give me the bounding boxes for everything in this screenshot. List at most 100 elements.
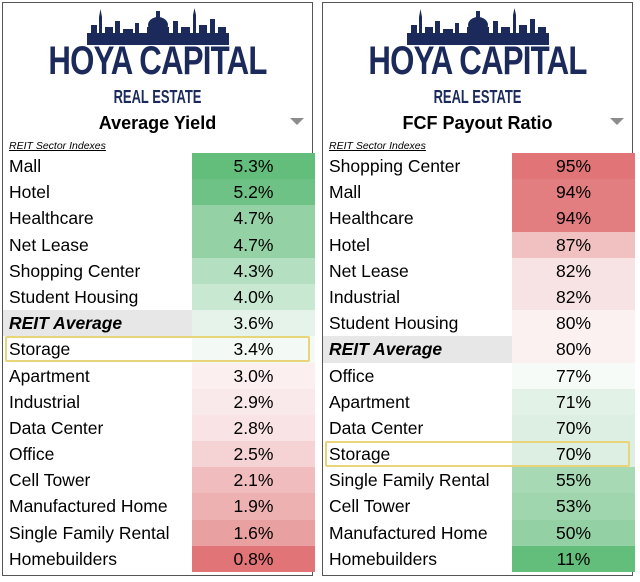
- sector-value: 5.2%: [192, 179, 315, 206]
- brand-subtitle: REAL ESTATE: [433, 87, 522, 107]
- sector-value: 2.1%: [192, 467, 315, 494]
- sector-label: Office: [9, 444, 55, 465]
- sector-indexes-caption: REIT Sector Indexes: [9, 140, 106, 152]
- table-row: Cell Tower 2.1%: [3, 467, 315, 494]
- sector-label: Single Family Rental: [9, 522, 170, 543]
- sector-label: Apartment: [9, 365, 90, 386]
- sector-value: 4.7%: [192, 205, 315, 232]
- sector-label: REIT Average: [329, 339, 443, 360]
- sector-label: Healthcare: [9, 208, 94, 229]
- table-row: Manufactured Home 50%: [323, 519, 635, 546]
- table-row: Office 77%: [323, 362, 635, 389]
- sector-label: Homebuilders: [329, 548, 437, 569]
- sector-value: 77%: [512, 362, 635, 389]
- panel-title: Average Yield: [98, 113, 217, 133]
- sector-value: 5.3%: [192, 153, 315, 180]
- sector-label: Healthcare: [329, 208, 414, 229]
- table-row: Storage 3.4%: [3, 336, 315, 363]
- sector-label: Industrial: [329, 286, 401, 307]
- sector-value: 2.8%: [192, 414, 315, 442]
- table-row: Data Center 2.8%: [3, 414, 315, 442]
- table-row: Homebuilders 0.8%: [3, 545, 315, 572]
- sector-label: Shopping Center: [9, 260, 141, 281]
- sector-value: 80%: [512, 310, 635, 337]
- sector-label: Single Family Rental: [329, 470, 490, 491]
- sector-label: Student Housing: [329, 313, 459, 334]
- table-row: Single Family Rental 1.6%: [3, 519, 315, 546]
- sector-value: 1.6%: [192, 519, 315, 546]
- sector-value: 3.6%: [192, 310, 315, 337]
- sector-label: Cell Tower: [9, 470, 91, 491]
- hoya-capital-logo: HOYA CAPITAL REAL ESTATE: [3, 7, 312, 109]
- payout-table: Shopping Center 95% Mall 94% Healthcare 94% Ho…: [323, 153, 635, 572]
- sector-value: 82%: [512, 257, 635, 284]
- sector-label: Data Center: [9, 417, 104, 438]
- brand-subtitle: REAL ESTATE: [113, 87, 202, 107]
- sector-label: Mall: [9, 156, 42, 176]
- table-row: Apartment 3.0%: [3, 362, 315, 389]
- sector-value: 94%: [512, 179, 635, 206]
- city-skyline-icon: [406, 8, 549, 45]
- table-row: Net Lease 82%: [323, 257, 635, 284]
- table-row: Mall 94%: [323, 179, 635, 206]
- dropdown-arrow-icon[interactable]: [290, 118, 304, 125]
- sector-value: 3.0%: [192, 362, 315, 389]
- table-row: Industrial 2.9%: [3, 388, 315, 415]
- sector-label: Hotel: [9, 182, 50, 203]
- sector-value: 11%: [512, 545, 635, 572]
- sector-label: Storage: [9, 339, 71, 360]
- sector-value: 55%: [512, 467, 635, 494]
- table-row: Homebuilders 11%: [323, 545, 635, 572]
- table-row: Student Housing 4.0%: [3, 283, 315, 311]
- sector-label: REIT Average: [9, 313, 123, 334]
- table-row: Hotel 5.2%: [3, 179, 315, 206]
- sector-value: 82%: [512, 283, 635, 311]
- table-row: Healthcare 4.7%: [3, 205, 315, 232]
- sector-label: Net Lease: [329, 260, 409, 281]
- table-row: REIT Average 3.6%: [3, 310, 315, 337]
- table-row: Student Housing 80%: [323, 310, 635, 337]
- sector-label: Manufactured Home: [329, 522, 488, 543]
- sector-label: Homebuilders: [9, 548, 117, 569]
- fcf-payout-panel: HOYA CAPITAL REAL ESTATE FCF Payout Rati…: [322, 2, 635, 576]
- table-row: Healthcare 94%: [323, 205, 635, 232]
- sector-value: 2.5%: [192, 441, 315, 468]
- table-row: Manufactured Home 1.9%: [3, 493, 315, 520]
- table-row: Net Lease 4.7%: [3, 231, 315, 258]
- sector-value: 4.7%: [192, 231, 315, 258]
- table-row: Cell Tower 53%: [323, 493, 635, 520]
- sector-label: Mall: [329, 182, 362, 203]
- sector-value: 94%: [512, 205, 635, 232]
- table-row: REIT Average 80%: [323, 336, 635, 363]
- table-row: Data Center 70%: [323, 414, 635, 442]
- brand-name: HOYA CAPITAL: [48, 39, 267, 83]
- sector-value: 0.8%: [192, 545, 315, 572]
- table-row: Storage 70%: [323, 441, 635, 468]
- table-row: Single Family Rental 55%: [323, 467, 635, 494]
- sector-value: 80%: [512, 336, 635, 363]
- table-row: Industrial 82%: [323, 283, 635, 311]
- average-yield-panel: HOYA CAPITAL REAL ESTATE Average Yield R…: [2, 2, 315, 576]
- sector-value: 1.9%: [192, 493, 315, 520]
- sector-label: Net Lease: [9, 234, 89, 255]
- sector-label: Manufactured Home: [9, 496, 168, 517]
- sector-label: Storage: [329, 444, 391, 465]
- sector-value: 70%: [512, 441, 635, 468]
- table-row: Apartment 71%: [323, 388, 635, 415]
- sector-label: Shopping Center: [329, 156, 461, 176]
- hoya-capital-logo: HOYA CAPITAL REAL ESTATE: [323, 7, 632, 109]
- table-row: Shopping Center 4.3%: [3, 257, 315, 284]
- sector-label: Student Housing: [9, 286, 139, 307]
- sector-label: Hotel: [329, 234, 370, 255]
- brand-name: HOYA CAPITAL: [368, 39, 587, 83]
- city-skyline-icon: [86, 8, 229, 45]
- sector-indexes-caption: REIT Sector Indexes: [329, 140, 426, 152]
- sector-value: 70%: [512, 414, 635, 442]
- table-row: Office 2.5%: [3, 441, 315, 468]
- dropdown-arrow-icon[interactable]: [610, 118, 624, 125]
- sector-value: 53%: [512, 493, 635, 520]
- sector-value: 3.4%: [192, 336, 315, 363]
- sector-label: Apartment: [329, 391, 410, 412]
- sector-value: 87%: [512, 231, 635, 258]
- table-row: Shopping Center 95%: [323, 153, 635, 180]
